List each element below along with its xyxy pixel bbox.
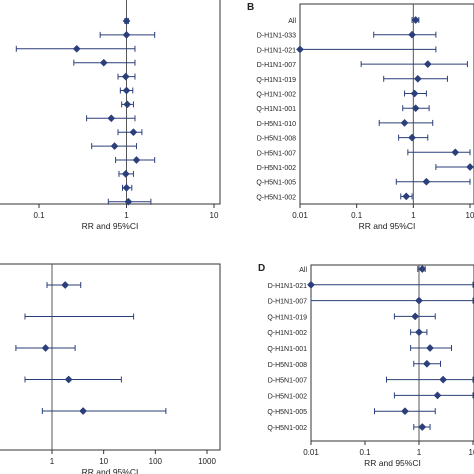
rr-point-marker [401, 407, 409, 416]
rr-point-marker [121, 169, 130, 178]
rr-point-marker [121, 72, 130, 81]
rr-point-marker [307, 280, 315, 289]
rr-point-marker [72, 44, 81, 53]
rr-point-marker [124, 197, 133, 206]
rr-point-marker [122, 183, 131, 192]
x-axis-label: RR and 95%CI [82, 221, 139, 231]
x-axis-label: RR and 95%CI [359, 221, 416, 231]
rr-point-marker [99, 58, 108, 67]
x-tick-label: 1 [124, 211, 129, 220]
x-tick-label: 1 [411, 211, 416, 220]
rr-point-marker [422, 359, 431, 368]
rr-point-marker [426, 344, 434, 352]
rr-point-marker [123, 100, 132, 109]
rr-point-marker [122, 30, 131, 39]
panel-b-forest-plot: 0.01 0.1 1 10 RR and 95%CI B All D-H1N1-033 D-H1… [247, 2, 474, 231]
rr-point-marker [413, 74, 422, 83]
row-label: Q-H1N1-019 [267, 314, 307, 321]
row-label: D-H1N1-021 [257, 47, 296, 54]
row-label: D-H5N1-010 [257, 121, 296, 128]
rr-point-marker [411, 16, 420, 24]
x-tick-label: 10 [210, 211, 219, 220]
panel-d-forest-plot: 0.01 0.1 1 10 RR and 95%CI D All D-H1N1-021 D-H1… [258, 263, 474, 468]
x-tick-label: 0.01 [303, 448, 319, 457]
rr-point-marker [415, 296, 423, 305]
row-label: D-H1N1-033 [257, 33, 296, 40]
row-label: Q-H1N1-002 [256, 92, 296, 99]
row-label: Q-H1N1-019 [256, 77, 296, 84]
row-label: D-H5N1-008 [268, 362, 307, 369]
rr-point-marker [107, 114, 116, 123]
row-label: D-H5N1-007 [268, 378, 307, 385]
x-tick-label: 1 [50, 457, 55, 466]
rr-point-marker [400, 118, 409, 127]
row-label: D-H1N1-021 [268, 283, 307, 290]
row-label: Q-H5N1-005 [267, 409, 307, 416]
rr-point-marker [61, 281, 70, 289]
row-label: Q-H1N1-001 [256, 106, 296, 113]
row-label: D-H5N1-007 [257, 150, 296, 157]
x-axis-label: RR and 95%CI [364, 458, 421, 468]
rr-point-marker [129, 128, 138, 137]
rr-point-marker [423, 60, 432, 69]
rr-point-marker [411, 312, 420, 321]
rr-point-marker [466, 163, 474, 171]
rr-point-marker [408, 133, 417, 142]
row-label: Q-H5N1-002 [256, 194, 296, 201]
rr-point-marker [418, 423, 427, 431]
panel-letter: B [247, 2, 254, 13]
plot-frame [0, 0, 221, 205]
rr-point-marker [451, 148, 460, 157]
x-tick-label: 10 [466, 211, 474, 220]
panel-c-forest-plot: 1 10 100 1000 RR and 95%CI [0, 263, 221, 474]
row-label: Q-H1N1-002 [267, 330, 307, 337]
x-tick-label: 10 [99, 457, 108, 466]
rr-point-marker [110, 142, 119, 151]
plot-frame [299, 3, 474, 205]
rr-point-marker [422, 177, 431, 186]
x-tick-label: 100 [149, 457, 163, 466]
rr-point-marker [41, 344, 50, 352]
row-label: Q-H5N1-002 [267, 425, 307, 432]
x-tick-label: 1 [417, 448, 422, 457]
rr-point-marker [411, 104, 420, 113]
rr-point-marker [64, 375, 73, 384]
rr-point-marker [418, 265, 427, 273]
x-tick-label: 0.1 [351, 211, 363, 220]
rr-point-marker [433, 391, 442, 400]
rr-point-marker [122, 17, 131, 25]
panel-a-forest-plot: 0.1 1 10 RR and 95%CI [0, 0, 221, 231]
x-tick-label: 0.1 [33, 211, 45, 220]
row-label: D-H1N1-007 [268, 299, 307, 306]
x-tick-label: 10 [469, 448, 474, 457]
row-label: All [299, 267, 307, 274]
x-tick-label: 1000 [198, 457, 216, 466]
x-axis-label: RR and 95%CI [82, 467, 139, 474]
row-label: D-H5N1-002 [268, 393, 307, 400]
row-label: Q-H1N1-001 [267, 346, 307, 353]
x-tick-label: 0.1 [359, 448, 371, 457]
rr-point-marker [296, 45, 304, 54]
rr-point-marker [410, 89, 419, 98]
rr-point-marker [402, 192, 411, 201]
panel-letter: D [258, 263, 265, 274]
rr-point-marker [408, 30, 417, 39]
row-label: D-H5N1-008 [257, 136, 296, 143]
rr-point-marker [415, 328, 423, 337]
x-tick-label: 0.01 [292, 211, 308, 220]
rr-point-marker [439, 375, 448, 384]
rr-point-marker [79, 407, 88, 415]
row-label: Q-H5N1-005 [256, 180, 296, 187]
rr-point-marker [132, 156, 141, 164]
plot-frame [0, 263, 221, 451]
row-label: D-H5N1-002 [257, 165, 296, 172]
row-label: All [288, 18, 296, 25]
row-label: D-H1N1-007 [257, 62, 296, 69]
plot-frame [310, 264, 474, 442]
rr-point-marker [122, 86, 131, 95]
